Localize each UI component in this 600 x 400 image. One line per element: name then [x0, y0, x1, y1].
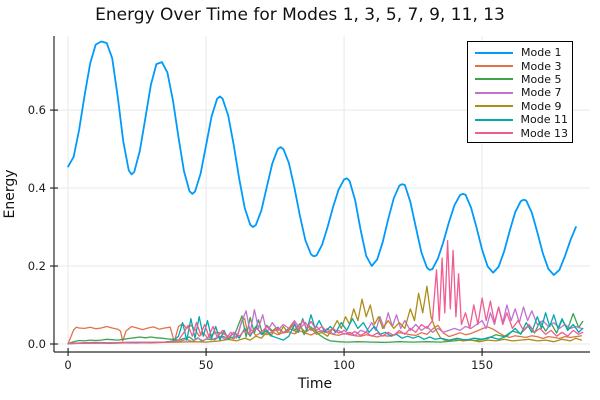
legend-item: Mode 1: [472, 46, 568, 59]
legend-line-swatch: [475, 51, 513, 54]
legend-item: Mode 3: [472, 59, 568, 73]
legend-item: Mode 13: [472, 126, 568, 140]
legend-line-swatch: [475, 65, 513, 68]
series-line-mode-13: [67, 240, 584, 345]
x-tick-label: 100: [333, 358, 355, 372]
legend-label: Mode 11: [520, 113, 568, 127]
x-axis-label: Time: [297, 376, 333, 392]
legend-label: Mode 3: [521, 59, 562, 73]
series-line-mode-11: [67, 312, 584, 345]
legend-line-swatch: [475, 132, 513, 135]
series-line-mode-9: [67, 285, 583, 345]
series-lines: [67, 40, 584, 345]
legend-item: Mode 5: [472, 73, 568, 86]
legend-item: Mode 11: [472, 113, 568, 126]
legend: Mode 1 Mode 3 Mode 5 Mode 7 Mode 9 Mode 11 Mod…: [467, 41, 573, 143]
legend-label: Mode 7: [521, 86, 562, 100]
legend-label: Mode 1: [521, 46, 562, 60]
legend-line-swatch: [475, 91, 513, 94]
legend-line-swatch: [475, 105, 513, 108]
x-tick-label: 150: [471, 358, 493, 372]
y-axis-label: Energy: [2, 169, 18, 219]
chart-title: Energy Over Time for Modes 1, 3, 5, 7, 9…: [95, 5, 505, 25]
tick-labels: 0 50 100 150 0.0 0.2 0.4 0.6: [28, 103, 493, 372]
legend-line-swatch: [475, 118, 513, 121]
legend-label: Mode 9: [521, 99, 562, 113]
legend-item: Mode 9: [472, 100, 568, 113]
legend-line-swatch: [475, 78, 513, 81]
y-tick-label: 0.2: [28, 259, 46, 273]
y-tick-label: 0.0: [28, 337, 46, 351]
legend-label: Mode 5: [521, 72, 562, 86]
legend-label: Mode 13: [520, 126, 568, 140]
x-tick-label: 0: [64, 358, 71, 372]
y-tick-label: 0.6: [28, 103, 46, 117]
legend-item: Mode 7: [472, 86, 568, 99]
y-tick-label: 0.4: [28, 181, 46, 195]
series-line-mode-1: [67, 40, 577, 276]
axes: [50, 36, 590, 356]
series-line-mode-7: [67, 304, 583, 345]
x-tick-label: 50: [199, 358, 214, 372]
